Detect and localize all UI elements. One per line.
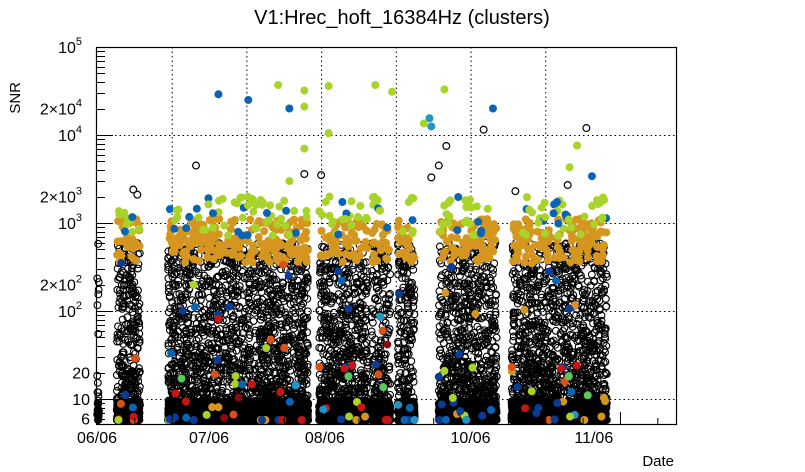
- data-point-open: [290, 415, 299, 425]
- data-point-open: [188, 407, 197, 416]
- data-point-open: [117, 280, 126, 289]
- data-point-open: [133, 316, 142, 325]
- data-point-open: [93, 301, 102, 310]
- data-point-open: [249, 317, 258, 325]
- data-point-open: [94, 290, 103, 299]
- data-point-open: [125, 272, 133, 281]
- data-point-open: [225, 400, 234, 409]
- data-point-open: [127, 367, 136, 376]
- data-point-open: [115, 362, 124, 371]
- data-point-open: [116, 294, 125, 303]
- data-point-open: [135, 364, 143, 373]
- data-point-open: [122, 320, 130, 329]
- data-point-open: [265, 408, 274, 417]
- data-point-open: [133, 264, 142, 273]
- data-point-open: [268, 400, 277, 409]
- data-point-open: [135, 335, 144, 344]
- data-point-open: [135, 386, 143, 395]
- chart-title: V1:Hrec_hoft_16384Hz (clusters): [254, 7, 550, 29]
- data-point-open: [119, 348, 128, 357]
- data-point-open: [134, 302, 143, 311]
- data-point-open: [133, 334, 142, 343]
- data-point-open: [119, 339, 128, 348]
- data-point-open: [283, 405, 292, 414]
- data-point-open: [113, 264, 122, 273]
- data-point-open: [124, 327, 133, 336]
- data-point-open: [135, 367, 144, 376]
- data-point-open: [123, 336, 132, 344]
- data-point-open: [93, 378, 102, 387]
- data-point-open: [135, 368, 144, 377]
- data-point-open: [127, 369, 136, 378]
- data-point-open: [121, 335, 130, 344]
- data-point-open: [114, 275, 123, 284]
- data-point-open: [119, 299, 128, 308]
- data-point-open: [112, 386, 121, 395]
- data-point-open: [128, 284, 137, 293]
- data-point-open: [276, 408, 285, 417]
- data-point-open: [114, 303, 123, 312]
- data-point-open: [315, 306, 324, 315]
- data-point-open: [193, 401, 202, 410]
- data-point-open: [93, 388, 102, 397]
- data-point-open: [166, 400, 175, 409]
- data-point-open: [112, 371, 121, 379]
- data-point-open: [134, 286, 142, 295]
- data-point-open: [245, 403, 254, 413]
- data-point-open: [94, 408, 103, 417]
- data-point-open: [115, 337, 124, 346]
- data-point-open: [94, 285, 103, 294]
- data-point-open: [126, 368, 135, 377]
- data-point-open: [119, 285, 128, 294]
- data-point-open: [205, 293, 214, 302]
- data-point-open: [121, 379, 130, 388]
- data-point-open: [115, 329, 124, 338]
- data-point-open: [135, 382, 144, 391]
- data-point-open: [115, 286, 124, 295]
- data-point-open: [135, 338, 144, 347]
- data-point-open: [303, 400, 312, 410]
- data-point-open: [128, 308, 137, 317]
- data-point-open: [258, 400, 268, 410]
- data-point-open: [93, 274, 102, 283]
- data-point-open: [113, 382, 122, 391]
- data-point-open: [131, 381, 140, 390]
- data-point-open: [115, 298, 124, 307]
- data-point-open: [133, 390, 142, 399]
- data-point-open: [249, 397, 258, 406]
- data-point-open: [126, 380, 135, 388]
